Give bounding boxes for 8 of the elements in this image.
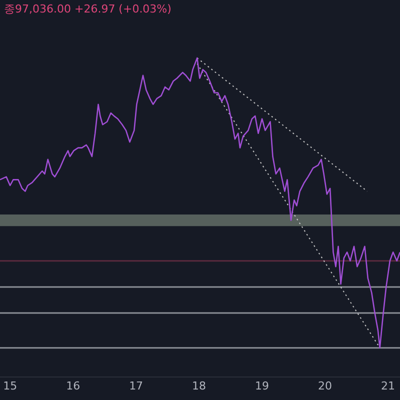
x-tick-label: 16 [66,379,80,392]
x-tick-label: 15 [3,379,18,392]
x-tick-label: 20 [318,379,332,392]
text: 종97,036.00 +26.97 (+0.03%) [4,2,172,16]
x-tick-label: 17 [129,379,144,392]
x-tick-label: 18 [192,379,206,392]
x-tick-label: 19 [255,379,270,392]
x-tick-label: 21 [381,379,396,392]
